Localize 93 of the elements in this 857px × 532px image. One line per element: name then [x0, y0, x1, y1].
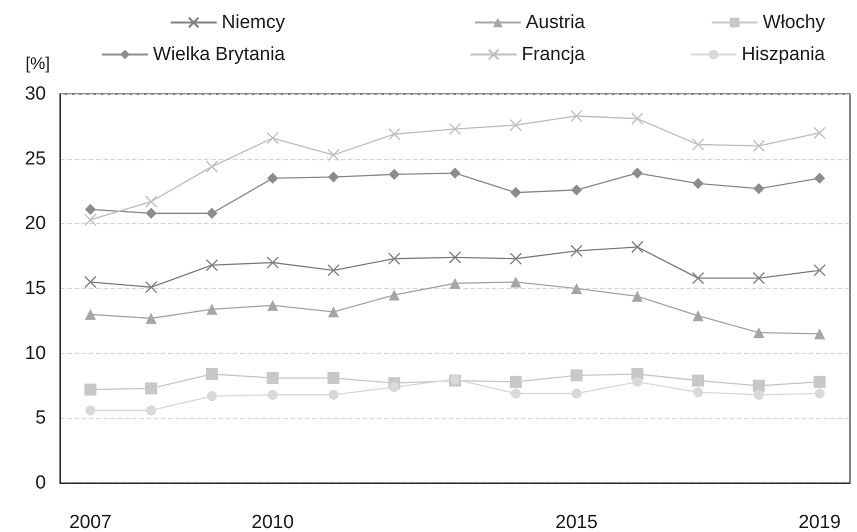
point: [814, 328, 826, 340]
point: [388, 168, 400, 180]
point: [206, 304, 218, 315]
point: [692, 374, 704, 387]
point: [754, 390, 764, 400]
point: [571, 184, 582, 196]
point: [813, 264, 826, 276]
legend-label: Niemcy: [222, 12, 286, 33]
point: [510, 276, 522, 288]
point: [266, 372, 279, 384]
point: [631, 240, 644, 254]
point: [510, 187, 522, 198]
point: [388, 289, 400, 300]
point: [268, 390, 278, 400]
point: [84, 276, 97, 288]
point: [631, 112, 644, 125]
point: [632, 376, 642, 387]
point: [267, 172, 278, 184]
point: [692, 272, 704, 284]
point: [327, 264, 340, 276]
y-tick-label: 25: [24, 148, 46, 170]
point: [753, 183, 764, 194]
point: [571, 283, 582, 294]
point: [146, 312, 157, 324]
point: [448, 122, 462, 136]
point: [814, 388, 825, 399]
point: [84, 204, 96, 215]
point: [510, 388, 521, 399]
point: [450, 374, 460, 384]
point: [510, 118, 522, 132]
point: [328, 306, 339, 318]
point: [814, 172, 826, 184]
point: [693, 387, 704, 398]
point: [84, 384, 96, 396]
point: [752, 380, 765, 392]
point: [814, 376, 826, 388]
legend-label: Wielka Brytania: [153, 44, 286, 65]
point: [145, 281, 158, 294]
point: [692, 178, 704, 189]
point: [388, 128, 400, 140]
point: [327, 148, 340, 162]
point: [450, 278, 460, 289]
point: [84, 308, 96, 320]
point: [85, 405, 96, 416]
point: [570, 244, 583, 258]
point: [328, 171, 339, 182]
point: [328, 390, 338, 400]
point: [752, 140, 765, 152]
point: [266, 256, 279, 269]
legend-label: Hiszpania: [742, 44, 826, 65]
point: [206, 160, 218, 173]
point: [632, 290, 643, 302]
point: [84, 214, 97, 226]
point: [692, 138, 704, 151]
point: [267, 300, 278, 311]
point: [388, 252, 400, 265]
point: [145, 382, 158, 394]
point: [632, 168, 643, 179]
legend-label: Włochy: [762, 12, 826, 33]
point: [266, 132, 279, 144]
y-axis-title: [%]: [25, 54, 50, 73]
point: [206, 391, 217, 402]
point: [753, 327, 764, 338]
point: [145, 195, 158, 208]
y-tick-label: 5: [35, 408, 46, 429]
y-tick-label: 0: [35, 472, 46, 494]
point: [206, 368, 218, 380]
point: [510, 252, 522, 265]
x-tick-label: 2015: [555, 512, 598, 532]
point: [206, 259, 218, 272]
legend-label: Austria: [526, 12, 586, 33]
point: [389, 382, 400, 392]
point: [510, 376, 522, 388]
point: [813, 126, 826, 140]
y-tick-label: 30: [24, 84, 46, 104]
y-tick-label: 15: [24, 278, 46, 299]
x-tick-label: 2010: [252, 512, 294, 532]
x-tick-label: 2007: [69, 512, 112, 532]
point: [327, 372, 340, 384]
point: [206, 208, 218, 219]
point: [752, 272, 765, 284]
point: [572, 388, 582, 399]
point: [448, 251, 462, 264]
point: [570, 369, 583, 382]
x-tick-label: 2019: [798, 512, 841, 532]
point: [450, 168, 460, 179]
point: [146, 208, 157, 219]
point: [146, 405, 156, 416]
legend-label: Francja: [522, 44, 586, 65]
y-tick-label: 10: [24, 342, 46, 364]
point: [692, 310, 704, 322]
point: [570, 110, 583, 122]
y-tick-label: 20: [24, 213, 46, 234]
